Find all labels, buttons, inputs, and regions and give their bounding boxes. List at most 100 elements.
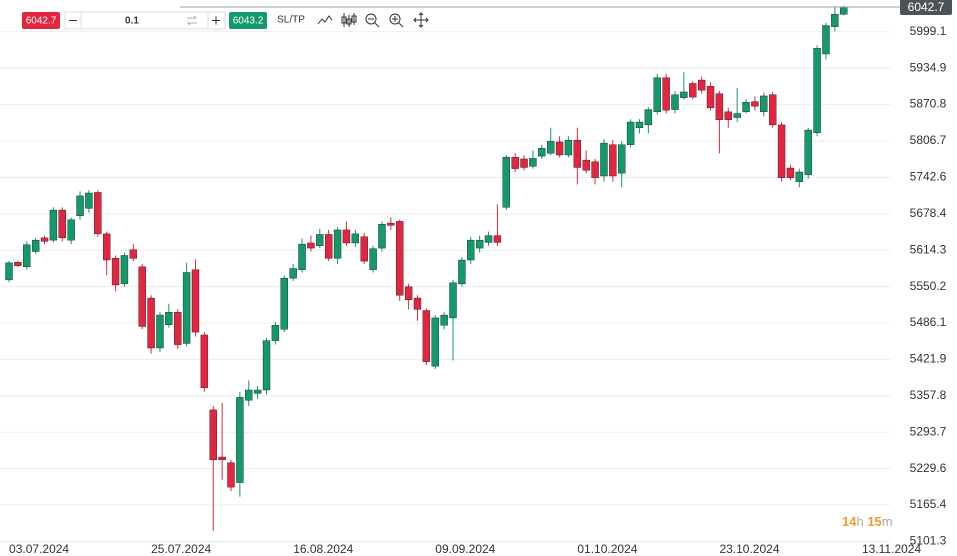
candle	[245, 380, 253, 406]
x-tick-label: 03.07.2024	[9, 542, 69, 556]
candle	[307, 235, 315, 252]
candle	[626, 119, 635, 148]
candle-body	[138, 266, 146, 327]
candle-body	[706, 86, 715, 109]
candle-body	[129, 249, 138, 259]
candle-body	[840, 6, 848, 15]
candle-body	[555, 141, 564, 156]
y-tick-label: 5678.4	[910, 206, 947, 220]
candle-body	[333, 229, 342, 259]
candle	[538, 144, 546, 159]
candle-body	[546, 141, 555, 154]
zoom-out-icon[interactable]	[368, 18, 380, 28]
last-price-label: 6042.7	[908, 0, 945, 14]
zoom-out-icon[interactable]	[365, 13, 377, 25]
candle-body	[520, 158, 528, 168]
candle-body	[369, 248, 377, 270]
candle-body	[49, 209, 58, 241]
x-tick-label: 01.10.2024	[577, 542, 637, 556]
candle-body	[209, 409, 217, 461]
candle-body	[413, 297, 422, 310]
candle	[289, 263, 297, 282]
candle-body	[484, 235, 493, 243]
candle-body	[644, 109, 653, 126]
candle	[58, 207, 66, 242]
candle	[689, 81, 697, 100]
candle-body	[191, 269, 200, 333]
buy-price[interactable]: 6043.2	[233, 16, 264, 27]
candle-body	[724, 111, 732, 120]
candle	[5, 261, 13, 283]
countdown-minutes: 15	[867, 514, 882, 529]
y-tick-label: 5742.6	[910, 170, 947, 184]
x-tick-label: 13.11.2024	[862, 542, 921, 556]
candle	[653, 73, 661, 115]
candle-body	[573, 140, 582, 168]
sell-button[interactable]	[22, 12, 60, 29]
quantity-box	[64, 11, 226, 30]
candle	[369, 245, 377, 273]
buy-button[interactable]	[229, 12, 267, 29]
swap-icon[interactable]	[186, 15, 198, 26]
candle	[111, 255, 120, 292]
last-price-tag	[900, 0, 952, 15]
candle	[378, 221, 386, 252]
candle-body	[609, 144, 617, 177]
plus-button[interactable]	[212, 16, 220, 25]
candle-body	[751, 101, 759, 107]
candle	[262, 337, 271, 395]
candle	[387, 217, 395, 230]
candle	[49, 207, 58, 243]
candle-body	[582, 159, 590, 171]
candle-body	[697, 79, 706, 91]
candle	[786, 164, 795, 180]
candle	[618, 141, 626, 188]
candle	[475, 235, 484, 253]
y-tick-label: 5806.7	[910, 133, 947, 147]
sltp-button[interactable]: SL/TP	[277, 15, 305, 26]
candle-type-icon[interactable]	[341, 13, 357, 27]
candle-body	[591, 161, 599, 178]
candle	[342, 221, 351, 246]
candle-body	[94, 192, 102, 235]
candle	[147, 295, 155, 354]
y-tick-label: 5999.1	[910, 24, 947, 38]
y-tick-label: 5934.9	[910, 60, 947, 74]
candle-body	[200, 334, 209, 388]
candle-body	[236, 397, 244, 483]
candle	[40, 235, 49, 245]
candle	[733, 87, 741, 123]
candle	[200, 332, 209, 392]
candle	[191, 259, 200, 337]
zoom-in-icon[interactable]	[392, 16, 404, 28]
countdown-hours: 14	[842, 514, 857, 529]
candle	[662, 73, 670, 114]
candle-body	[404, 286, 413, 300]
y-tick-label: 5357.8	[910, 388, 947, 402]
quantity-input[interactable]: 0.1	[125, 16, 139, 27]
candle	[182, 262, 191, 347]
candle-body	[40, 237, 49, 242]
candle	[129, 244, 138, 262]
candle	[493, 204, 502, 246]
candle	[209, 405, 217, 531]
candle	[582, 150, 590, 174]
sell-price[interactable]: 6042.7	[26, 16, 57, 27]
candle	[715, 90, 724, 154]
candle-body	[342, 229, 351, 244]
candle-body	[102, 233, 111, 261]
candle-body	[467, 239, 475, 261]
candle-body	[316, 234, 324, 247]
candle-body	[67, 219, 75, 241]
candle-body	[662, 77, 670, 111]
candle	[591, 158, 599, 185]
candle	[768, 91, 777, 128]
candle	[324, 229, 333, 262]
candle-body	[253, 389, 262, 394]
candle	[271, 321, 280, 345]
line-type-icon[interactable]	[317, 15, 333, 25]
zoom-in-icon[interactable]	[389, 13, 401, 25]
candle	[671, 90, 679, 114]
pan-icon[interactable]	[413, 12, 429, 28]
